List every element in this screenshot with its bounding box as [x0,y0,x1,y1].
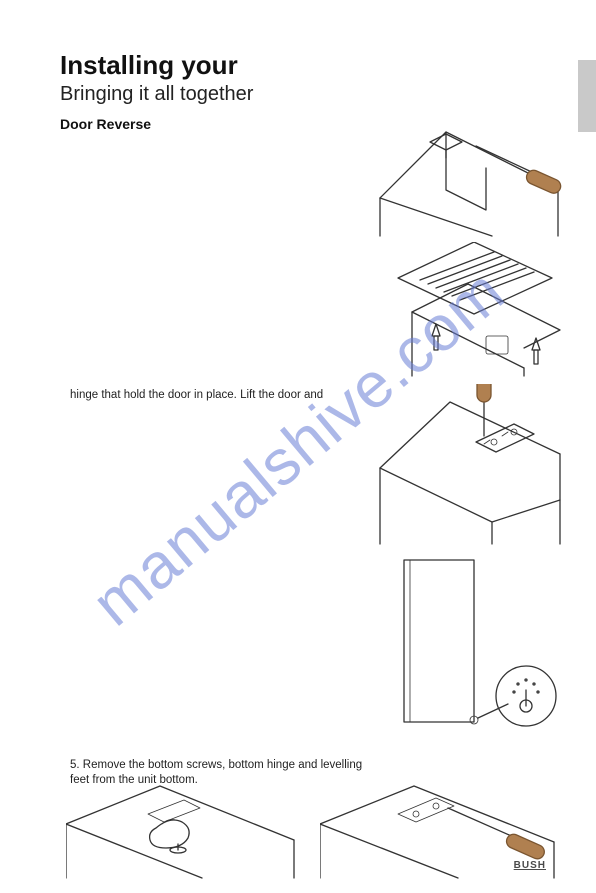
fig5b-bottom-hinge [320,784,556,880]
fig5a-levelling-foot [66,784,296,880]
fig4-door-detail [386,556,560,748]
fig3-top-hinge-screws [376,384,562,548]
step-3-text: hinge that hold the door in place. Lift … [70,388,350,403]
page-title: Installing your [60,50,546,81]
fig1-top-hinge [376,128,562,238]
fig2-lift-cover [376,242,562,378]
page-subtitle: Bringing it all together [60,83,546,106]
